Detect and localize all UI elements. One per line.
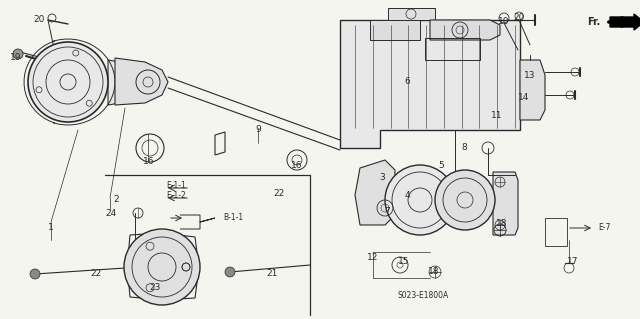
Circle shape: [385, 165, 455, 235]
Polygon shape: [520, 60, 545, 120]
Circle shape: [13, 49, 23, 59]
Text: Fr.: Fr.: [587, 17, 600, 27]
Circle shape: [28, 42, 108, 122]
Polygon shape: [340, 20, 520, 148]
Text: 20: 20: [33, 16, 45, 25]
Text: 23: 23: [149, 283, 161, 292]
Text: 18: 18: [428, 268, 440, 277]
Polygon shape: [355, 160, 395, 225]
Text: 2: 2: [113, 196, 119, 204]
Text: 4: 4: [404, 190, 410, 199]
Text: 16: 16: [143, 158, 155, 167]
Text: 12: 12: [367, 254, 379, 263]
Text: 13: 13: [524, 71, 536, 80]
Text: 18: 18: [496, 219, 508, 227]
Text: 20: 20: [513, 13, 525, 23]
Polygon shape: [370, 20, 420, 40]
Text: 22: 22: [90, 270, 102, 278]
Text: 10: 10: [499, 18, 509, 26]
Bar: [545, 218, 567, 246]
Text: 7: 7: [384, 206, 390, 216]
Text: S023-E1800A: S023-E1800A: [397, 292, 449, 300]
Text: 21: 21: [266, 270, 278, 278]
Circle shape: [124, 229, 200, 305]
Polygon shape: [430, 20, 500, 40]
Text: E-7: E-7: [598, 224, 611, 233]
Text: 5: 5: [438, 161, 444, 170]
Text: E-1-2: E-1-2: [166, 190, 186, 199]
Text: 19: 19: [10, 53, 22, 62]
Text: 15: 15: [398, 256, 410, 265]
Text: 16: 16: [291, 160, 303, 169]
Text: 9: 9: [255, 125, 261, 135]
Text: 6: 6: [404, 78, 410, 86]
Polygon shape: [115, 58, 168, 105]
Text: 22: 22: [273, 189, 285, 197]
FancyArrow shape: [610, 14, 640, 30]
Text: 3: 3: [379, 174, 385, 182]
Text: 1: 1: [48, 224, 54, 233]
Text: B-1-1: B-1-1: [223, 213, 243, 222]
Polygon shape: [493, 172, 518, 235]
Text: 8: 8: [461, 143, 467, 152]
Text: 17: 17: [567, 256, 579, 265]
Circle shape: [435, 170, 495, 230]
Text: E-1-1: E-1-1: [166, 181, 186, 189]
Polygon shape: [388, 8, 435, 20]
Text: 24: 24: [106, 209, 116, 218]
Circle shape: [225, 267, 235, 277]
Text: 11: 11: [492, 112, 503, 121]
Text: 14: 14: [518, 93, 530, 101]
Polygon shape: [108, 60, 128, 105]
Circle shape: [30, 269, 40, 279]
